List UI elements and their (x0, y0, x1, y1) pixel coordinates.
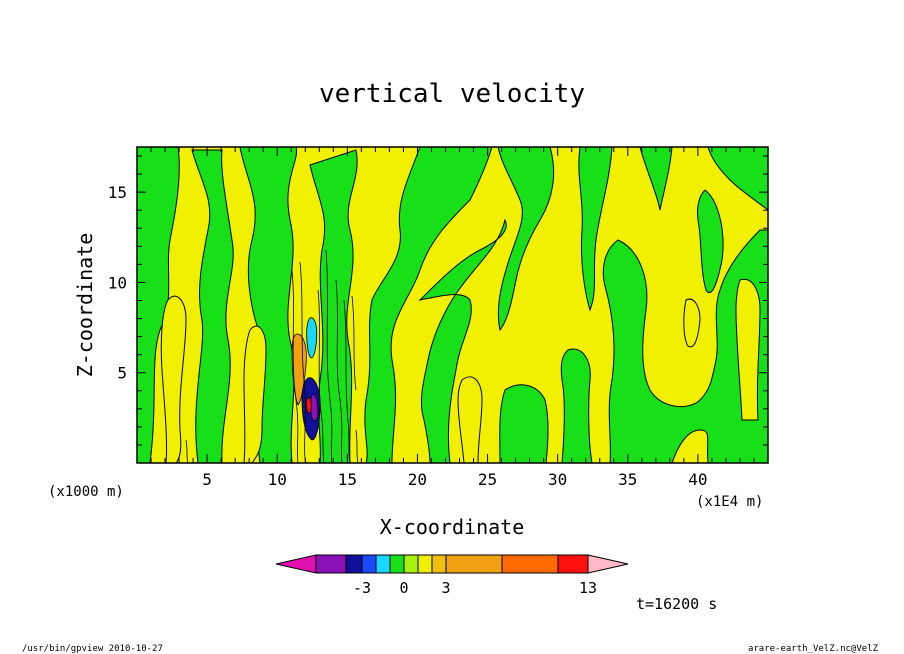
colorbar-segment (389, 554, 405, 574)
colorbar-arrow-high (587, 554, 629, 574)
contour-line-1 (291, 269, 299, 463)
contour-field (137, 147, 768, 463)
x-tick-label: 5 (202, 470, 212, 489)
colorbar-labels: -3 0 3 13 (353, 579, 597, 597)
yellow-inner-c (457, 376, 483, 463)
contour-line-8 (185, 439, 189, 463)
green-region-l (697, 189, 724, 293)
yellow-inner-b (243, 325, 267, 463)
green-region-a (191, 149, 234, 463)
y-tick-label: 15 (108, 183, 127, 202)
colorbar-label: 3 (441, 579, 450, 597)
x-multiplier-label: (x1E4 m) (696, 494, 763, 510)
green-region-f (497, 147, 555, 332)
colorbar-segment (557, 554, 589, 574)
green-region-e (418, 218, 507, 463)
colorbar-segment (345, 554, 363, 574)
colorbar-label: -3 (353, 579, 371, 597)
footer-right: arare-earth_VelZ.nc@VelZ (748, 644, 879, 654)
green-region-j (602, 229, 768, 463)
colorbar-segment (375, 554, 391, 574)
x-axis-label: X-coordinate (380, 515, 525, 539)
red-core (305, 397, 312, 414)
colorbar-label: 13 (579, 579, 597, 597)
colorbar-segment (445, 554, 503, 574)
x-tick-label: 20 (408, 470, 427, 489)
chart-title: vertical velocity (319, 79, 585, 109)
colorbar-label: 0 (399, 579, 408, 597)
yellow-inner-regions (160, 278, 761, 463)
green-region-b (239, 147, 298, 463)
cyan-core (306, 317, 318, 359)
x-tick-label: 10 (268, 470, 287, 489)
dense-contour-lines (185, 249, 359, 463)
contour-line-3 (317, 289, 325, 463)
contour-line-6 (343, 299, 351, 463)
green-region-m (639, 147, 673, 211)
x-tick-label: 35 (618, 470, 637, 489)
colorbar-segment (403, 554, 419, 574)
colorbar-arrow-low (275, 554, 317, 574)
green-region-g (578, 147, 613, 312)
x-tick-label: 40 (688, 470, 707, 489)
yellow-inner-e (735, 278, 761, 421)
contour-line-9 (355, 429, 359, 463)
x-tick-label: 30 (548, 470, 567, 489)
y-axis-label: Z-coordinate (73, 233, 97, 378)
colorbar-segment (417, 554, 433, 574)
y-tick-label: 10 (108, 273, 127, 292)
footer-left: /usr/bin/gpview 2010-10-27 (22, 644, 163, 654)
colorbar-segment (361, 554, 377, 574)
contour-line-7 (351, 295, 357, 391)
green-region-left-edge (137, 147, 180, 463)
contour-line-5 (335, 279, 343, 463)
colorbar-segment (501, 554, 559, 574)
tick-labels: 5 10 15 20 25 30 35 40 5 10 15 (108, 183, 708, 489)
x-tick-label: 15 (338, 470, 357, 489)
x-unit-label: (x1000 m) (48, 484, 124, 500)
plot-frame (136, 146, 769, 464)
y-tick-label: 5 (117, 364, 127, 383)
colorbar (275, 554, 629, 574)
x-tick-label: 25 (478, 470, 497, 489)
green-region-h (499, 384, 549, 463)
negative-velocity-regions (137, 147, 768, 463)
colorbar-segment (431, 554, 447, 574)
contour-line-2 (299, 261, 307, 463)
yellow-inner-d (683, 298, 701, 348)
axis-ticks (137, 147, 768, 463)
contour-line-4 (325, 249, 333, 463)
green-region-d (362, 147, 493, 463)
green-region-i (560, 348, 593, 463)
time-label: t=16200 s (636, 595, 717, 613)
green-region-k (707, 147, 768, 211)
colorbar-segment (315, 554, 347, 574)
yellow-inner-a (160, 295, 187, 463)
